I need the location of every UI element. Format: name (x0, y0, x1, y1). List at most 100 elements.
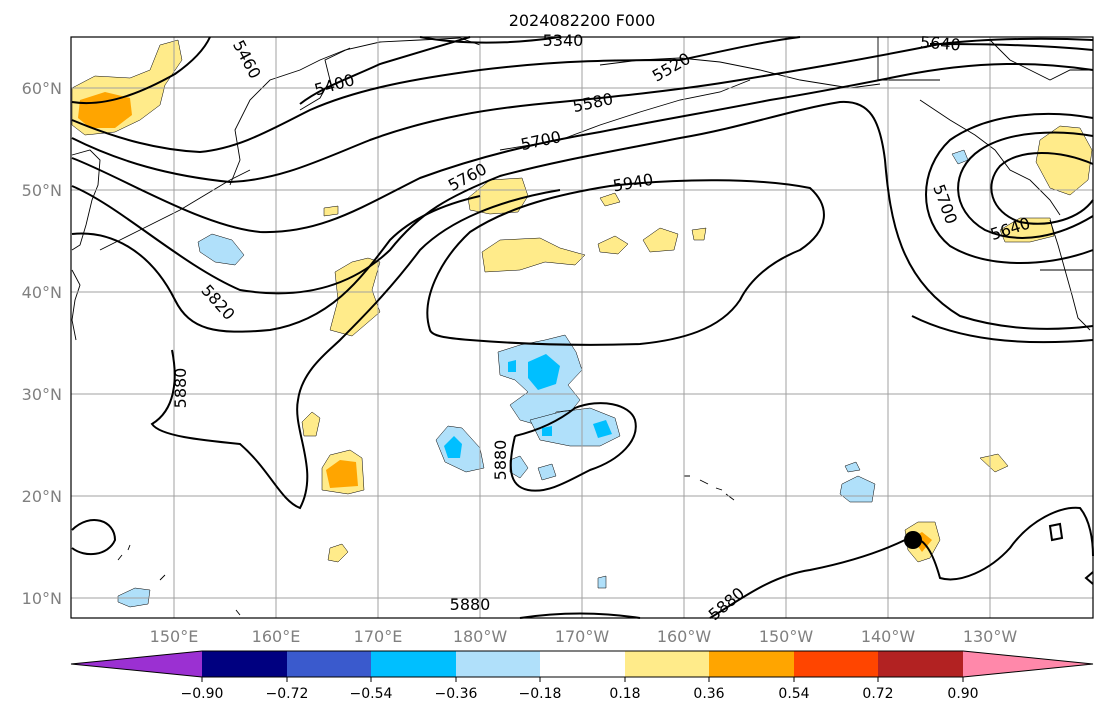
anomaly-patch (599, 192, 621, 207)
anomaly-patch (323, 205, 339, 217)
height-contours (71, 36, 1094, 619)
contour-5880-south (709, 506, 1094, 619)
colorbar-tick-label: −0.18 (519, 686, 562, 702)
contour-5880-main (150, 189, 561, 510)
lon-label: 130°W (963, 627, 1018, 646)
colorbar-tick-label: −0.72 (266, 686, 309, 702)
storm-center-marker (904, 531, 922, 549)
contour-5880-loop (509, 402, 637, 492)
contour-label: 5880 (450, 595, 491, 614)
colorbar-bin (709, 651, 794, 677)
lon-label: 180°W (453, 627, 508, 646)
anomaly-patch (197, 233, 245, 266)
contour-5880-bottom (519, 612, 641, 619)
contour-5820 (71, 195, 481, 333)
colorbar-tick-label: 0.36 (693, 686, 724, 702)
colorbar-bin (287, 651, 371, 677)
colorbar: −0.90 −0.72 −0.54 −0.36 −0.18 0.18 0.36 … (70, 650, 1094, 702)
contour-5880-box (1048, 522, 1064, 542)
coastline-bc-coast (1049, 219, 1091, 331)
coastline-canada-interior (989, 39, 1093, 81)
colorbar-tick-label: 0.90 (947, 686, 978, 702)
contour-5880-small (71, 519, 117, 556)
latitude-labels: 60°N 50°N 40°N 30°N 20°N 10°N (22, 79, 62, 608)
contour-5520 (71, 36, 801, 154)
colorbar-bin (625, 651, 709, 677)
contour-5640-low (990, 152, 1094, 225)
anomaly-patch (467, 177, 529, 215)
coastline-alaska-panhandle (919, 99, 1061, 216)
lat-label: 30°N (22, 385, 62, 404)
lon-label: 150°W (759, 627, 814, 646)
anomaly-patch (537, 463, 557, 481)
colorbar-bin (878, 651, 963, 677)
map-title: 2024082200 F000 (509, 11, 656, 30)
colorbar-bin (794, 651, 878, 677)
contour-5640 (929, 43, 1094, 51)
anomaly-patch (78, 92, 132, 128)
lon-label: 160°E (252, 627, 301, 646)
contour-low-outer (925, 112, 1094, 264)
lon-label: 150°E (150, 627, 199, 646)
anomaly-patch (597, 235, 629, 255)
lon-label: 170°E (354, 627, 403, 646)
map-frame (70, 36, 1094, 619)
colorbar-tick-label: 0.54 (778, 686, 809, 702)
contour-label: 5340 (543, 31, 584, 50)
lon-label: 160°W (657, 627, 712, 646)
lat-label: 40°N (22, 283, 62, 302)
anomaly-patch (508, 360, 516, 372)
colorbar-tick-label: 0.72 (862, 686, 893, 702)
anomaly-patch (329, 257, 381, 337)
contour-ridge-east (911, 315, 1094, 344)
lat-label: 10°N (22, 589, 62, 608)
anomaly-patch (528, 354, 560, 390)
coastline-kamchatka (71, 149, 101, 251)
colorbar-bin (371, 651, 456, 677)
lon-label: 170°W (555, 627, 610, 646)
anomaly-patch (844, 461, 861, 473)
lon-label: 140°W (861, 627, 916, 646)
coastline-japan (71, 269, 81, 341)
anomaly-patch (327, 543, 349, 563)
anomaly-patch (691, 227, 707, 241)
contour-5700 (71, 62, 1094, 234)
contour-5880-edge (1084, 571, 1094, 585)
anomaly-patch (593, 420, 612, 438)
contour-5400 (299, 36, 471, 105)
colorbar-bin (202, 651, 287, 677)
coastline-kamchatka-east (229, 37, 481, 186)
anomaly-patch (481, 237, 586, 273)
contour-5340 (419, 36, 561, 44)
longitude-labels: 150°E 160°E 170°E 180°W 170°W 160°W 150°… (150, 627, 1018, 646)
colorbar-bin (540, 651, 625, 677)
contour-5760 (71, 100, 1094, 330)
coastline-hawaii (684, 475, 735, 501)
colorbar-extend-low (71, 651, 202, 677)
anomaly-patch (444, 436, 462, 458)
coastline-bering (299, 47, 351, 111)
lat-label: 50°N (22, 181, 62, 200)
anomaly-patch (509, 455, 529, 479)
colorbar-bin (456, 651, 540, 677)
anomaly-patch (1035, 125, 1093, 196)
anomaly-patch (597, 575, 607, 589)
contour-5460 (71, 36, 211, 105)
coastline-kuril (99, 169, 251, 251)
contour-5700-low (957, 131, 1094, 239)
contour-label: 5640 (919, 33, 961, 55)
contour-label: 5880 (491, 440, 510, 481)
colorbar-extend-high (963, 651, 1093, 677)
anomaly-patch (642, 227, 679, 253)
anomaly-patch (542, 426, 552, 436)
colorbar-tick-label: −0.36 (435, 686, 478, 702)
contour-label: 5880 (171, 368, 190, 409)
anomaly-patch (326, 460, 358, 488)
coastline-islands-south (117, 544, 241, 616)
contour-5940 (426, 179, 825, 346)
colorbar-tick-label: −0.54 (350, 686, 393, 702)
colorbar-tick-label: −0.90 (181, 686, 224, 702)
lat-label: 60°N (22, 79, 62, 98)
anomaly-patch (301, 411, 321, 437)
